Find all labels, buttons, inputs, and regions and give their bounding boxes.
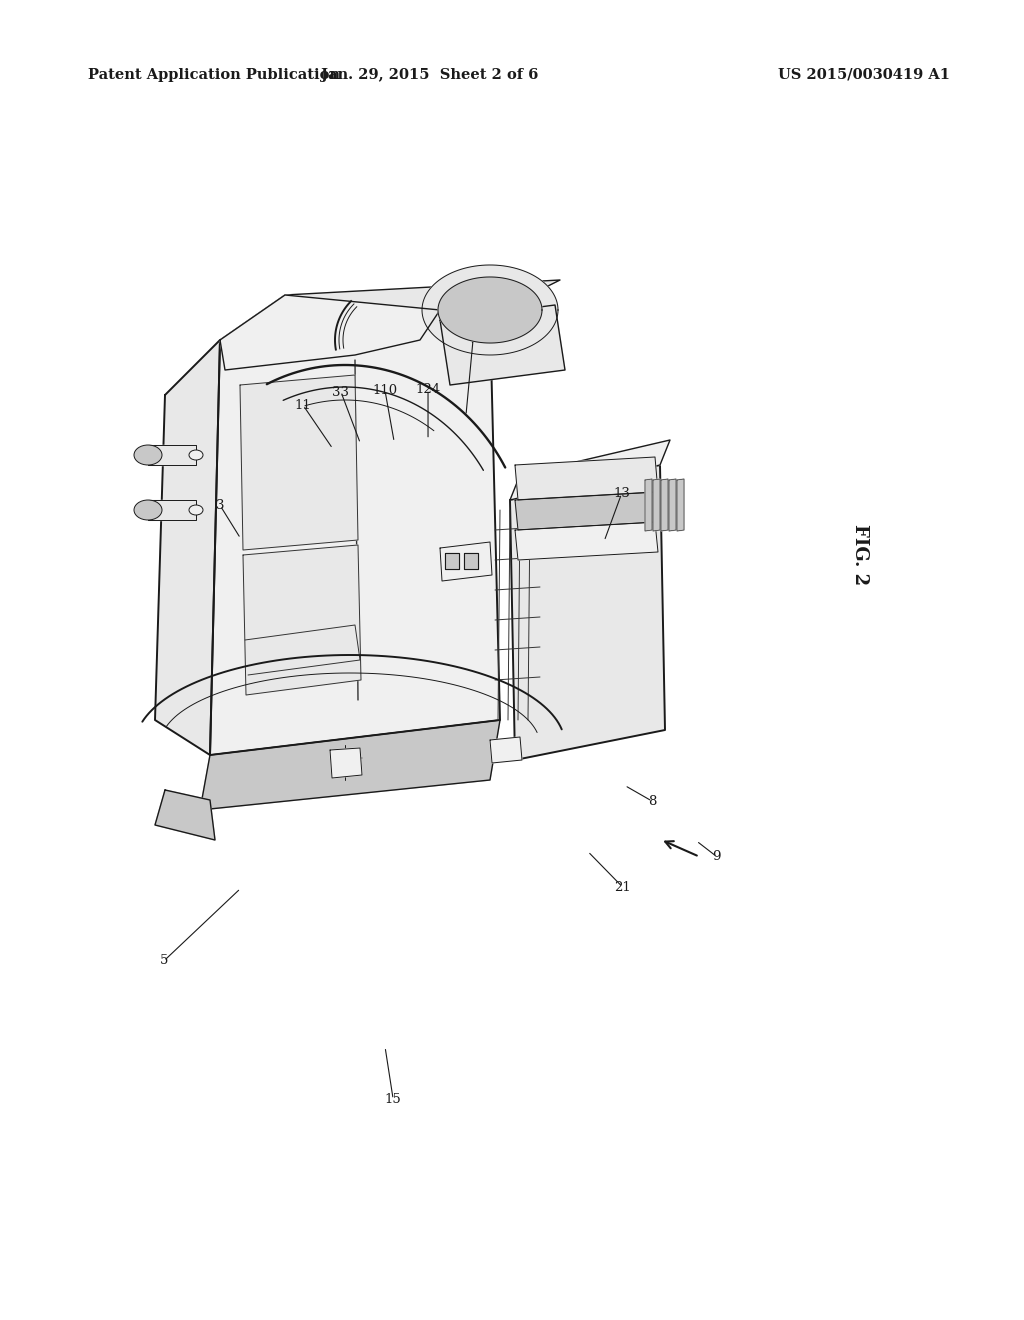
Polygon shape	[200, 719, 500, 810]
Text: FIG. 2: FIG. 2	[851, 524, 869, 586]
Polygon shape	[243, 545, 361, 696]
Ellipse shape	[189, 450, 203, 459]
Text: 5: 5	[160, 954, 168, 968]
Polygon shape	[677, 479, 684, 531]
Polygon shape	[148, 445, 196, 465]
Text: 11: 11	[295, 399, 311, 412]
Polygon shape	[155, 341, 220, 755]
Polygon shape	[669, 479, 676, 531]
Text: US 2015/0030419 A1: US 2015/0030419 A1	[778, 69, 950, 82]
Ellipse shape	[134, 445, 162, 465]
Text: 15: 15	[385, 1093, 401, 1106]
Polygon shape	[445, 553, 459, 569]
Ellipse shape	[134, 500, 162, 520]
Text: 7: 7	[469, 333, 477, 346]
Polygon shape	[662, 479, 668, 531]
Text: 9: 9	[713, 850, 721, 863]
Polygon shape	[440, 305, 565, 385]
Text: 33: 33	[333, 385, 349, 399]
Text: Jan. 29, 2015  Sheet 2 of 6: Jan. 29, 2015 Sheet 2 of 6	[322, 69, 539, 82]
Text: 21: 21	[614, 880, 631, 894]
Polygon shape	[220, 294, 440, 370]
Polygon shape	[515, 521, 658, 560]
Text: 8: 8	[648, 795, 656, 808]
Polygon shape	[220, 280, 560, 341]
Text: 124: 124	[416, 383, 440, 396]
Polygon shape	[210, 315, 500, 755]
Polygon shape	[155, 789, 215, 840]
Polygon shape	[510, 440, 670, 500]
Polygon shape	[438, 277, 542, 343]
Text: 3: 3	[216, 499, 224, 512]
Text: Patent Application Publication: Patent Application Publication	[88, 69, 340, 82]
Text: 13: 13	[613, 487, 630, 500]
Polygon shape	[515, 492, 658, 531]
Polygon shape	[240, 375, 358, 550]
Polygon shape	[490, 737, 522, 763]
Polygon shape	[653, 479, 660, 531]
Polygon shape	[440, 543, 492, 581]
Ellipse shape	[189, 506, 203, 515]
Polygon shape	[422, 265, 558, 355]
Text: 110: 110	[373, 384, 397, 397]
Polygon shape	[148, 500, 196, 520]
Polygon shape	[515, 457, 658, 500]
Polygon shape	[510, 465, 665, 760]
Polygon shape	[645, 479, 652, 531]
Polygon shape	[330, 748, 362, 777]
Polygon shape	[464, 553, 478, 569]
